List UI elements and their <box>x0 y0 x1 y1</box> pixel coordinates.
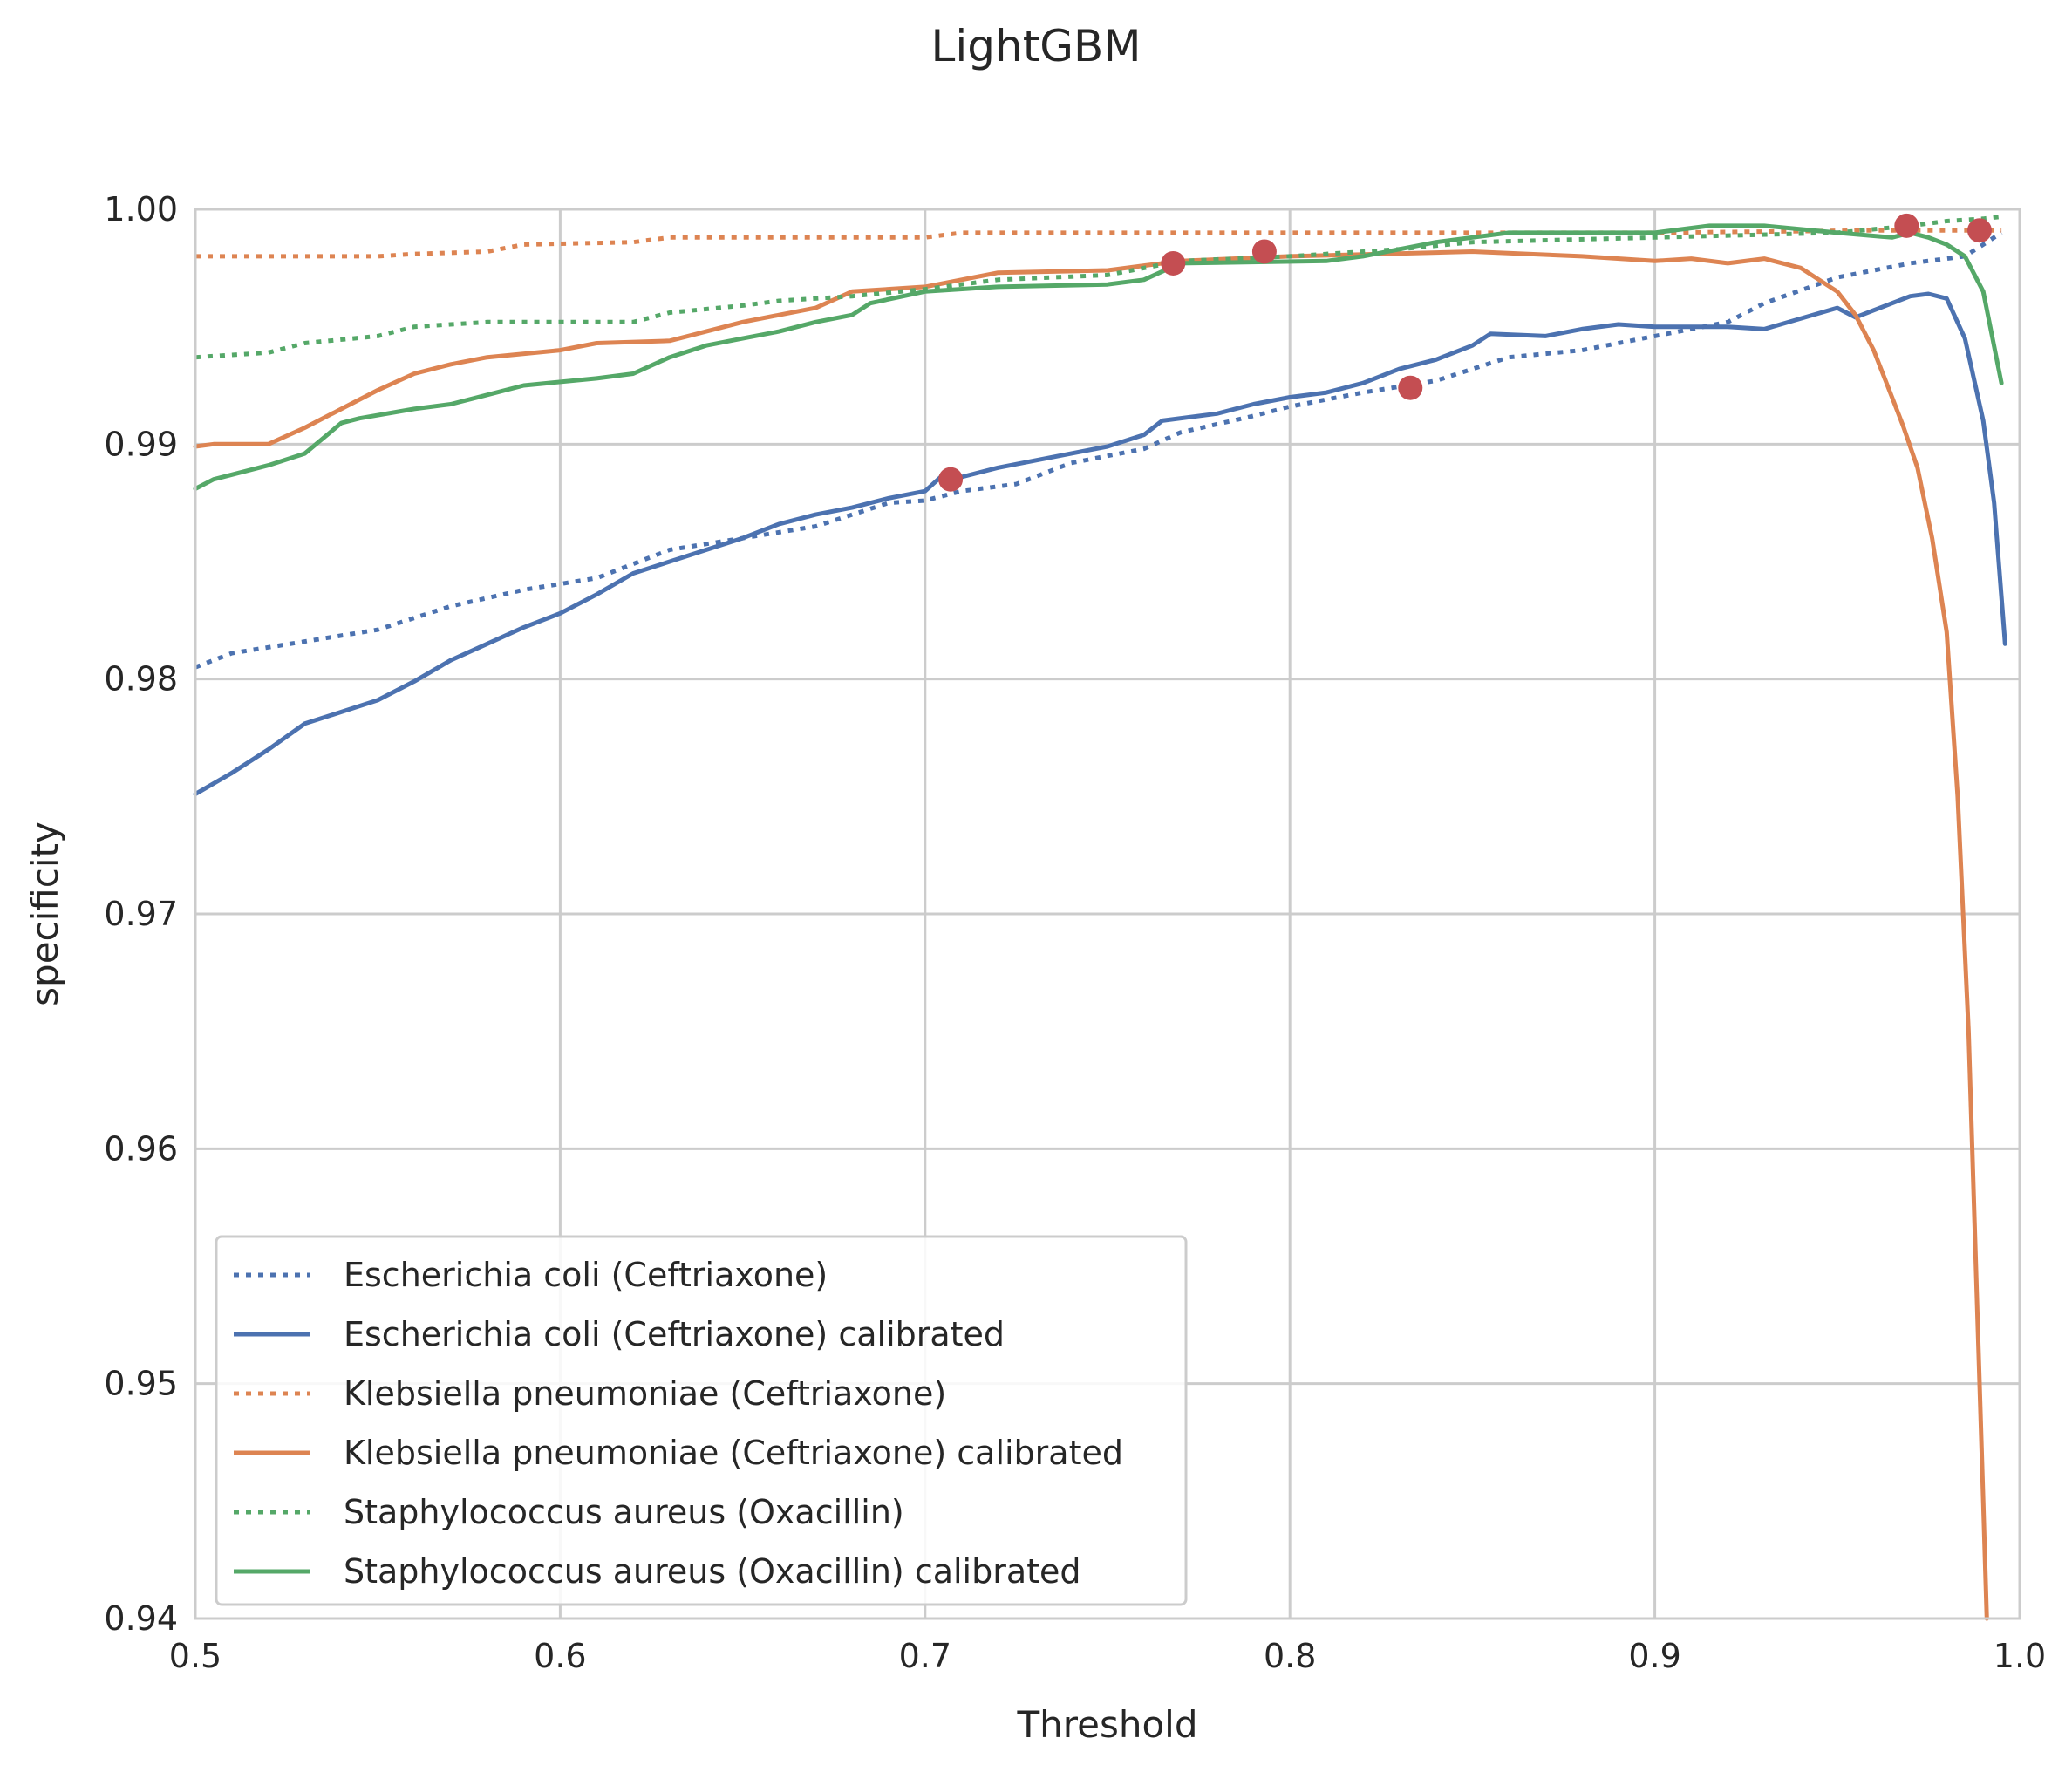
legend: Escherichia coli (Ceftriaxone) Escherichi… <box>215 1235 1188 1606</box>
series-line-5 <box>194 214 2006 360</box>
series-line-6 <box>193 223 2004 491</box>
x-tick-label: 0.6 <box>534 1637 586 1675</box>
x-axis-label: Threshold <box>1017 1703 1198 1746</box>
threshold-marker <box>1894 213 1919 238</box>
legend-label: Klebsiella pneumoniae (Ceftriaxone) cali… <box>344 1434 1123 1472</box>
plot-frame <box>194 208 2021 1620</box>
series-line-2 <box>193 291 2007 797</box>
legend-label: Escherichia coli (Ceftriaxone) calibrate… <box>344 1315 1005 1353</box>
legend-label: Staphylococcus aureus (Oxacillin) <box>344 1493 904 1531</box>
x-tick-label: 1.0 <box>1994 1637 2046 1675</box>
threshold-marker <box>1161 250 1186 276</box>
y-tick-label: 0.97 <box>104 895 178 933</box>
y-tick-label: 1.00 <box>104 190 178 228</box>
x-tick-label: 0.7 <box>899 1637 951 1675</box>
threshold-marker <box>1966 218 1992 243</box>
legend-label: Escherichia coli (Ceftriaxone) <box>344 1256 828 1294</box>
threshold-marker <box>938 467 964 492</box>
x-tick-label: 0.9 <box>1628 1637 1680 1675</box>
legend-label: Staphylococcus aureus (Oxacillin) calibr… <box>344 1552 1081 1591</box>
x-tick-label: 0.5 <box>169 1637 222 1675</box>
y-tick-label: 0.98 <box>104 660 178 699</box>
legend-label: Klebsiella pneumoniae (Ceftriaxone) <box>344 1374 946 1413</box>
threshold-marker <box>1251 239 1277 264</box>
series-line-1 <box>194 230 2003 670</box>
y-tick-label: 0.99 <box>104 425 178 463</box>
y-tick-label: 0.95 <box>104 1365 178 1403</box>
chart-title: LightGBM <box>931 21 1142 72</box>
y-tick-label: 0.94 <box>104 1599 178 1638</box>
y-tick-label: 0.96 <box>104 1129 178 1168</box>
legend-box <box>215 1235 1188 1606</box>
y-tick-labels: 0.94 0.95 0.96 0.97 0.98 0.99 1.00 <box>104 190 178 1638</box>
marker-layer <box>938 213 1992 492</box>
x-tick-label: 0.8 <box>1264 1637 1316 1675</box>
threshold-marker <box>1398 375 1423 400</box>
x-tick-labels: 0.5 0.6 0.7 0.8 0.9 1.0 <box>169 1637 2046 1675</box>
y-axis-label: specificity <box>24 821 66 1006</box>
